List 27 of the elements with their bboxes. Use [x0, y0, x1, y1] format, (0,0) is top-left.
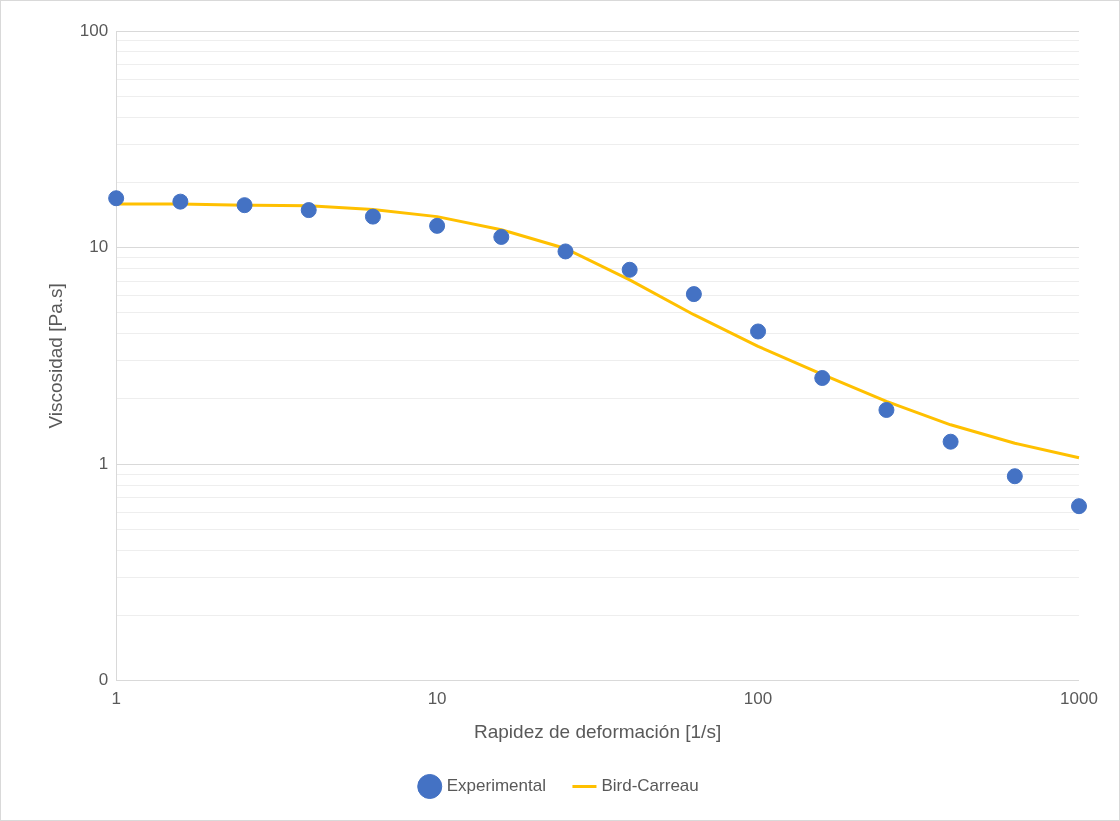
point [685, 286, 702, 303]
x-tick-label: 1000 [1060, 688, 1098, 708]
point [1071, 498, 1087, 515]
x-axis-title: Rapidez de deformación [1/s] [474, 720, 722, 742]
point [750, 323, 767, 340]
point [429, 217, 446, 234]
point [878, 401, 895, 418]
point [493, 228, 510, 245]
point [814, 370, 831, 387]
point [621, 261, 638, 278]
x-tick-label: 10 [427, 688, 447, 708]
legend-label: Experimental [446, 776, 546, 796]
y-axis-title: Viscosidad [Pa.s] [44, 283, 66, 429]
point [172, 193, 189, 210]
point [108, 190, 125, 207]
point [300, 202, 317, 219]
point [942, 433, 959, 450]
y-tick-label: 100 [79, 20, 109, 40]
y-tick-label: 1 [98, 453, 109, 473]
y-tick-label: 0 [98, 670, 109, 690]
point [364, 208, 381, 225]
x-tick-label: 100 [743, 688, 773, 708]
point [557, 243, 574, 260]
point [236, 197, 253, 214]
y-tick-label: 10 [89, 237, 109, 257]
point [1006, 468, 1023, 485]
legend-label: Bird-Carreau [601, 776, 699, 796]
